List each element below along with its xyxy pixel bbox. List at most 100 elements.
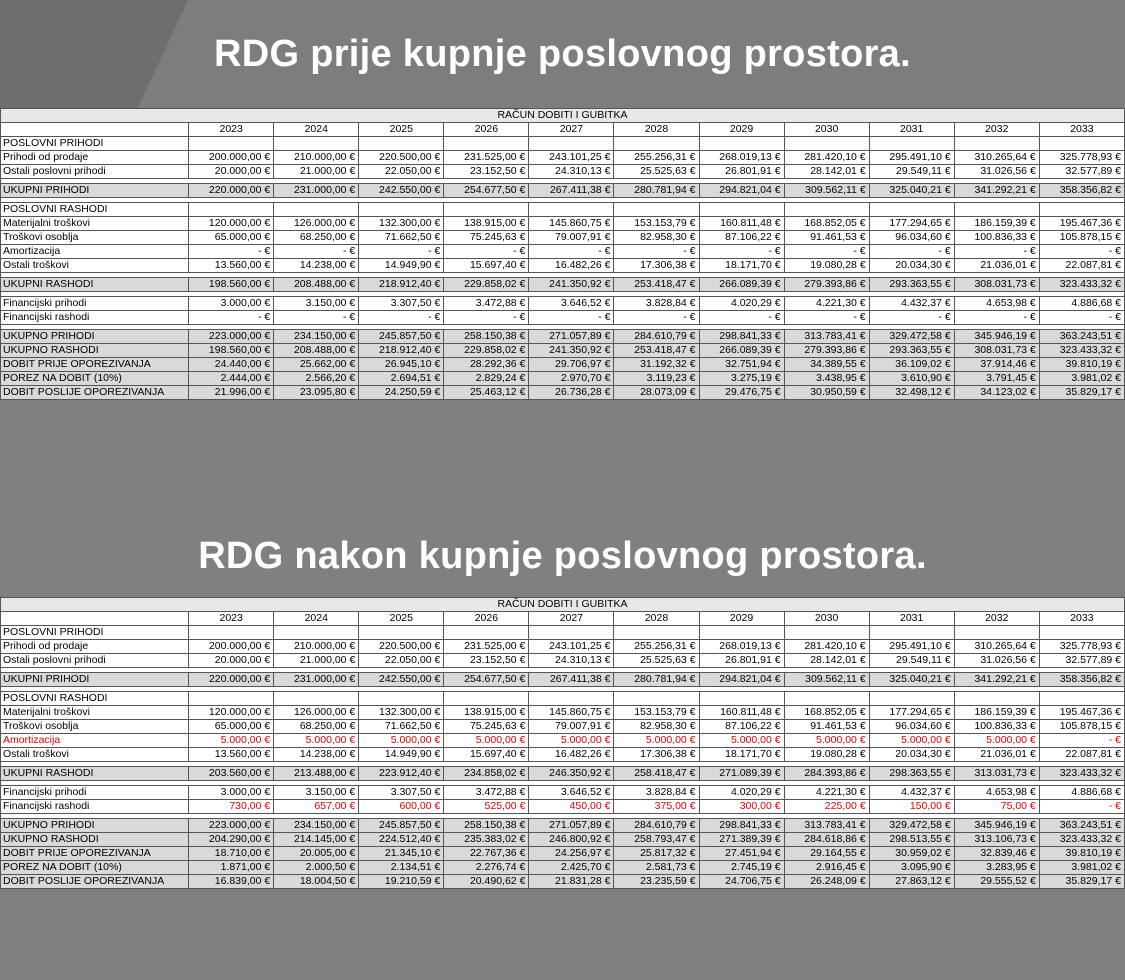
table-row: POSLOVNI PRIHODI — [0, 625, 1125, 640]
value-cell: 5.000,00 € — [443, 733, 530, 748]
table-row: DOBIT POSLIJE OPOREZIVANJA 21.996,00 €23.… — [0, 385, 1125, 400]
value-cell: 2.425,70 € — [528, 860, 615, 875]
value-cell — [528, 136, 615, 151]
value-cell: 195.467,36 € — [1038, 705, 1125, 720]
value-cell: 145.860,75 € — [528, 216, 615, 231]
value-cell: 254.677,50 € — [443, 672, 530, 687]
table-row: Materijalni troškovi 120.000,00 €126.000,… — [0, 705, 1125, 720]
value-cell: 2.134,51 € — [358, 860, 445, 875]
value-cell: 3.828,84 € — [613, 785, 700, 800]
value-cell: 3.828,84 € — [613, 296, 700, 311]
table-row: Financijski rashodi 730,00 €657,00 €600,0… — [0, 799, 1125, 814]
value-cell: 22.050,00 € — [358, 653, 445, 668]
value-cell: 730,00 € — [188, 799, 275, 814]
value-cell: 32.839,46 € — [953, 846, 1040, 861]
value-cell: 31.026,56 € — [953, 653, 1040, 668]
value-cell: 310.265,64 € — [953, 150, 1040, 165]
year-header: 2032 — [953, 122, 1040, 137]
value-cell: 295.491,10 € — [868, 150, 955, 165]
after-panel: RDG nakon kupnje poslovnog prostora. RAČ… — [0, 505, 1125, 889]
value-cell: 34.389,55 € — [783, 357, 870, 372]
value-cell: 120.000,00 € — [188, 705, 275, 720]
value-cell: 223.000,00 € — [188, 329, 275, 344]
row-label: Financijski prihodi — [0, 785, 190, 800]
value-cell: - € — [953, 310, 1040, 325]
value-cell: 24.440,00 € — [188, 357, 275, 372]
row-label: DOBIT POSLIJE OPOREZIVANJA — [0, 385, 190, 400]
year-header-row: 2023 2024 2025 2026 2027 2028 2029 2030 2031 2032… — [0, 611, 1125, 626]
value-cell: 4.221,30 € — [783, 785, 870, 800]
value-cell: 153.153,79 € — [613, 705, 700, 720]
value-cell: 20.000,00 € — [188, 653, 275, 668]
year-header: 2031 — [868, 122, 955, 137]
value-cell — [358, 691, 445, 706]
value-cell: 325.778,93 € — [1038, 150, 1125, 165]
value-cell — [273, 691, 360, 706]
value-cell: 234.858,02 € — [443, 766, 530, 781]
value-cell: 224.512,40 € — [358, 832, 445, 847]
value-cell: 39.810,19 € — [1038, 357, 1125, 372]
row-label: Troškovi osoblja — [0, 230, 190, 245]
value-cell: 4.020,29 € — [698, 296, 785, 311]
year-header: 2032 — [953, 611, 1040, 626]
year-header-blank — [0, 122, 190, 137]
year-header-blank — [0, 611, 190, 626]
value-cell — [783, 625, 870, 640]
value-cell: 213.488,00 € — [273, 766, 360, 781]
value-cell: 294.821,04 € — [698, 672, 785, 687]
value-cell — [953, 691, 1040, 706]
value-cell: 229.858,02 € — [443, 277, 530, 292]
value-cell: 5.000,00 € — [358, 733, 445, 748]
value-cell — [188, 202, 275, 217]
value-cell: 26.945,10 € — [358, 357, 445, 372]
value-cell: 21.996,00 € — [188, 385, 275, 400]
value-cell: 255.256,31 € — [613, 639, 700, 654]
value-cell: - € — [1038, 310, 1125, 325]
value-cell: 5.000,00 € — [613, 733, 700, 748]
value-cell: 5.000,00 € — [783, 733, 870, 748]
value-cell: 200.000,00 € — [188, 150, 275, 165]
value-cell: 5.000,00 € — [698, 733, 785, 748]
year-header: 2031 — [868, 611, 955, 626]
year-header: 2030 — [783, 122, 870, 137]
value-cell: 3.646,52 € — [528, 785, 615, 800]
value-cell: 208.488,00 € — [273, 343, 360, 358]
value-cell: - € — [1038, 799, 1125, 814]
value-cell: 325.040,21 € — [868, 672, 955, 687]
value-cell: 16.482,26 € — [528, 258, 615, 273]
value-cell: 329.472,58 € — [868, 329, 955, 344]
row-label: DOBIT PRIJE OPOREZIVANJA — [0, 357, 190, 372]
value-cell: 27.863,12 € — [868, 874, 955, 889]
row-label: POSLOVNI PRIHODI — [0, 625, 190, 640]
value-cell: 4.432,37 € — [868, 296, 955, 311]
value-cell: 3.610,90 € — [868, 371, 955, 386]
value-cell: 32.498,12 € — [868, 385, 955, 400]
value-cell: 25.525,63 € — [613, 653, 700, 668]
value-cell: 245.857,50 € — [358, 818, 445, 833]
year-header: 2030 — [783, 611, 870, 626]
value-cell: 2.745,19 € — [698, 860, 785, 875]
value-cell — [188, 691, 275, 706]
value-cell: 32.751,94 € — [698, 357, 785, 372]
value-cell: 16.839,00 € — [188, 874, 275, 889]
value-cell: 293.363,55 € — [868, 277, 955, 292]
value-cell — [613, 691, 700, 706]
value-cell: 3.472,88 € — [443, 785, 530, 800]
year-header: 2024 — [273, 122, 360, 137]
value-cell: 3.150,00 € — [273, 785, 360, 800]
value-cell: 280.781,94 € — [613, 183, 700, 198]
value-cell: 32.577,89 € — [1038, 164, 1125, 179]
value-cell — [188, 625, 275, 640]
value-cell: 132.300,00 € — [358, 705, 445, 720]
value-cell: 160.811,48 € — [698, 216, 785, 231]
value-cell — [953, 625, 1040, 640]
value-cell: 254.677,50 € — [443, 183, 530, 198]
year-header: 2026 — [443, 122, 530, 137]
value-cell: 29.555,52 € — [953, 874, 1040, 889]
value-cell: 242.550,00 € — [358, 672, 445, 687]
value-cell: 3.472,88 € — [443, 296, 530, 311]
row-label: UKUPNI PRIHODI — [0, 672, 190, 687]
table-row: Troškovi osoblja 65.000,00 €68.250,00 €71… — [0, 719, 1125, 734]
before-heading-bar: RDG prije kupnje poslovnog prostora. — [0, 0, 1125, 108]
value-cell: 2.970,70 € — [528, 371, 615, 386]
